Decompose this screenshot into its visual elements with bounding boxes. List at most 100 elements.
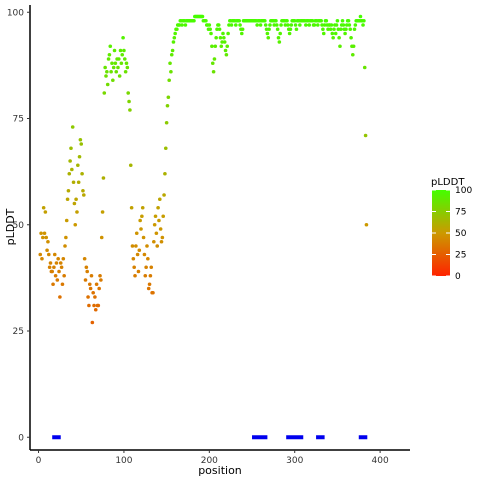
data-point bbox=[340, 18, 345, 23]
data-point bbox=[155, 244, 160, 248]
data-point bbox=[353, 23, 358, 27]
data-point bbox=[152, 222, 157, 227]
data-point bbox=[88, 286, 93, 291]
data-point bbox=[62, 273, 66, 278]
data-point bbox=[158, 227, 163, 231]
data-point bbox=[99, 278, 103, 282]
highlight-segment bbox=[358, 435, 368, 440]
data-point bbox=[175, 27, 179, 32]
data-point bbox=[121, 35, 125, 40]
data-point bbox=[238, 23, 242, 27]
data-point bbox=[224, 52, 229, 57]
data-point bbox=[99, 235, 104, 240]
legend-tick-label: 100 bbox=[455, 186, 472, 196]
data-point bbox=[56, 256, 60, 261]
data-point bbox=[139, 227, 143, 231]
data-point bbox=[153, 214, 158, 219]
data-point bbox=[78, 137, 83, 142]
data-point bbox=[265, 31, 270, 36]
data-point bbox=[279, 23, 283, 27]
data-point bbox=[108, 44, 113, 49]
data-point bbox=[140, 214, 144, 219]
x-tick-label: 100 bbox=[115, 456, 132, 466]
data-point bbox=[255, 23, 259, 27]
data-point bbox=[119, 61, 124, 66]
data-point bbox=[43, 210, 48, 214]
legend-tick-label: 0 bbox=[455, 272, 461, 282]
data-point bbox=[294, 27, 299, 32]
data-points bbox=[38, 14, 369, 325]
data-point bbox=[336, 27, 341, 32]
y-tick-label: 75 bbox=[13, 115, 24, 125]
data-point bbox=[163, 171, 167, 176]
data-point bbox=[143, 273, 148, 278]
y-tick-label: 0 bbox=[18, 433, 24, 443]
data-point bbox=[289, 23, 294, 27]
data-point bbox=[210, 61, 215, 66]
data-point bbox=[328, 27, 333, 32]
data-point bbox=[337, 35, 341, 40]
data-point bbox=[275, 27, 280, 32]
data-point bbox=[219, 44, 224, 49]
legend-tick-label: 25 bbox=[455, 251, 466, 261]
legend-tick-label: 50 bbox=[455, 229, 467, 239]
data-point bbox=[44, 235, 49, 240]
data-point bbox=[71, 180, 76, 185]
data-point bbox=[329, 23, 334, 27]
data-point bbox=[208, 27, 212, 32]
data-point bbox=[111, 78, 115, 83]
data-point bbox=[326, 27, 330, 32]
data-point bbox=[237, 18, 242, 23]
data-point bbox=[331, 35, 335, 40]
x-tick-label: 300 bbox=[286, 456, 303, 466]
data-point bbox=[344, 27, 348, 32]
data-point bbox=[159, 239, 164, 244]
x-axis-title: position bbox=[198, 464, 242, 477]
data-point bbox=[128, 108, 132, 112]
data-point bbox=[169, 69, 173, 74]
data-point bbox=[63, 244, 67, 248]
data-point bbox=[298, 23, 302, 27]
data-point bbox=[321, 27, 325, 32]
data-point bbox=[222, 40, 227, 44]
data-point bbox=[55, 278, 60, 282]
data-point bbox=[140, 205, 145, 210]
data-point bbox=[51, 282, 55, 287]
data-point bbox=[104, 74, 108, 78]
data-point bbox=[125, 65, 130, 70]
data-point bbox=[239, 31, 244, 36]
data-point bbox=[276, 35, 281, 40]
data-point bbox=[287, 31, 292, 36]
data-point bbox=[137, 248, 142, 253]
data-point bbox=[166, 95, 171, 100]
data-point bbox=[73, 222, 78, 227]
data-point bbox=[40, 256, 44, 261]
data-point bbox=[350, 52, 355, 57]
x-tick-label: 400 bbox=[372, 456, 389, 466]
data-point bbox=[135, 252, 140, 257]
data-point bbox=[47, 265, 52, 270]
data-point bbox=[358, 14, 363, 19]
data-point bbox=[42, 231, 47, 236]
data-point bbox=[180, 23, 184, 27]
data-point bbox=[81, 188, 85, 193]
highlight-segments bbox=[52, 435, 368, 440]
data-point bbox=[102, 91, 107, 95]
data-point bbox=[152, 239, 156, 244]
data-point bbox=[65, 197, 70, 202]
data-point bbox=[133, 273, 137, 278]
data-point bbox=[169, 52, 174, 57]
data-point bbox=[293, 23, 298, 27]
highlight-segment bbox=[316, 435, 325, 440]
data-point bbox=[258, 23, 263, 27]
data-point bbox=[116, 65, 120, 70]
data-point bbox=[168, 61, 172, 66]
data-point bbox=[89, 273, 94, 278]
data-point bbox=[338, 44, 342, 49]
data-point bbox=[277, 40, 282, 44]
data-point bbox=[77, 154, 82, 159]
data-point bbox=[97, 286, 101, 291]
data-point bbox=[343, 31, 347, 36]
data-point bbox=[349, 35, 353, 40]
data-point bbox=[53, 273, 58, 278]
